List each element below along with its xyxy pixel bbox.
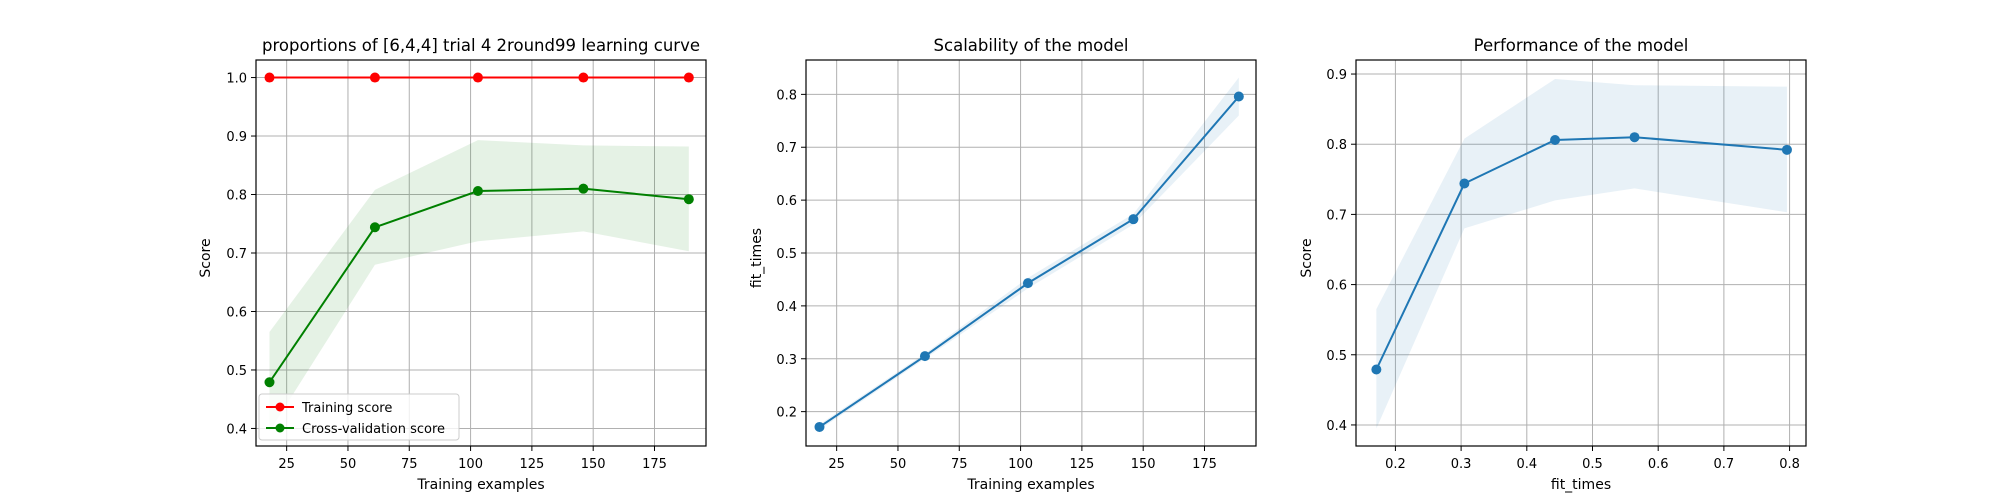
confidence-band bbox=[819, 77, 1239, 430]
series-line bbox=[818, 95, 1240, 428]
x-tick-label: 100 bbox=[458, 457, 483, 472]
data-point bbox=[919, 351, 930, 362]
x-tick-label: 0.7 bbox=[1714, 457, 1735, 472]
x-tick-label: 25 bbox=[828, 457, 845, 472]
y-tick-label: 0.5 bbox=[226, 364, 247, 379]
y-tick-label: 0.5 bbox=[1326, 349, 1347, 364]
data-point bbox=[264, 377, 275, 388]
data-point bbox=[369, 222, 380, 233]
data-point bbox=[1233, 91, 1244, 102]
panel-title: Performance of the model bbox=[1474, 36, 1689, 55]
legend-frame bbox=[258, 393, 460, 441]
y-tick-label: 1.0 bbox=[226, 72, 247, 87]
data-point bbox=[1371, 364, 1382, 375]
plot-area: 25 50 75 100 125 150 175 0.2 0.3 0.4 0.5 0.6 0.7 0.8 bbox=[776, 59, 1257, 472]
y-tick-label: 0.8 bbox=[1326, 138, 1347, 153]
learning-curve-panel: 25 50 75 100 125 150 1750.40.50.60.70.80.91.0 … bbox=[198, 36, 707, 493]
y-tick-label: 0.7 bbox=[1326, 208, 1347, 223]
y-tick-label: 0.8 bbox=[226, 189, 247, 204]
data-point bbox=[683, 194, 694, 205]
y-tick-label: 0.9 bbox=[1326, 68, 1347, 83]
x-tick-label: 100 bbox=[1008, 457, 1033, 472]
scalability-panel: 25 50 75 100 125 150 1750.20.30.40.50.60.70.8 … bbox=[749, 36, 1257, 493]
plot-area: 25 50 75 100 125 150 175 0.4 0.5 0.6 0.7 0.8 0.9 1.0 bbox=[226, 59, 707, 472]
legend-marker-training bbox=[275, 402, 285, 412]
y-tick-label: 0.4 bbox=[776, 300, 797, 315]
x-tick-label: 25 bbox=[278, 457, 295, 472]
data-point bbox=[1128, 214, 1139, 225]
x-tick-label: 0.5 bbox=[1582, 457, 1603, 472]
y-tick-label: 0.7 bbox=[776, 141, 797, 156]
x-axis-label: fit_times bbox=[1551, 477, 1611, 493]
y-axis-label: Score bbox=[1299, 238, 1315, 277]
x-tick-label: 50 bbox=[340, 457, 357, 472]
y-tick-label: 0.6 bbox=[1326, 279, 1347, 294]
x-tick-label: 75 bbox=[401, 457, 418, 472]
x-tick-label: 175 bbox=[642, 457, 667, 472]
y-tick-label: 0.6 bbox=[226, 305, 247, 320]
x-tick-label: 150 bbox=[1131, 457, 1156, 472]
data-point bbox=[1022, 278, 1033, 289]
x-tick-label: 0.6 bbox=[1648, 457, 1669, 472]
x-tick-label: 175 bbox=[1192, 457, 1217, 472]
x-tick-label: 150 bbox=[581, 457, 606, 472]
legend-label-cv: Cross-validation score bbox=[302, 422, 445, 437]
data-point bbox=[472, 72, 483, 83]
y-tick-label: 0.2 bbox=[776, 406, 797, 421]
x-tick-label: 50 bbox=[890, 457, 907, 472]
data-point bbox=[369, 72, 380, 83]
plot-area: 0.2 0.3 0.4 0.5 0.6 0.7 0.8 0.4 0.5 0.6 0.7 0.8 0.9 bbox=[1326, 59, 1807, 472]
panel-title: proportions of [6,4,4] trial 4 2round99 … bbox=[262, 36, 700, 55]
y-tick-label: 0.9 bbox=[226, 130, 247, 145]
x-axis-label: Training examples bbox=[416, 477, 544, 493]
y-tick-label: 0.6 bbox=[776, 194, 797, 209]
y-axis-label: fit_times bbox=[749, 228, 765, 288]
legend: Training score Cross-validation score bbox=[258, 393, 460, 441]
y-tick-label: 0.4 bbox=[1326, 419, 1347, 434]
data-point bbox=[578, 72, 589, 83]
y-tick-label: 0.7 bbox=[226, 247, 247, 262]
x-tick-label: 0.2 bbox=[1385, 457, 1406, 472]
y-tick-label: 0.5 bbox=[776, 247, 797, 262]
data-point bbox=[1629, 132, 1640, 143]
confidence-band bbox=[1376, 78, 1787, 429]
x-tick-label: 125 bbox=[519, 457, 544, 472]
x-tick-label: 0.3 bbox=[1451, 457, 1472, 472]
y-axis-label: Score bbox=[198, 238, 214, 277]
y-tick-label: 0.8 bbox=[776, 88, 797, 103]
data-point bbox=[578, 183, 589, 194]
axes-frame bbox=[1355, 59, 1807, 447]
x-tick-label: 125 bbox=[1069, 457, 1094, 472]
legend-label-training: Training score bbox=[301, 401, 392, 416]
performance-panel: 0.2 0.3 0.4 0.5 0.6 0.7 0.80.40.50.60.70.80.9 … bbox=[1299, 36, 1807, 493]
data-point bbox=[683, 72, 694, 83]
panel-title: Scalability of the model bbox=[934, 36, 1129, 55]
data-point bbox=[264, 72, 275, 83]
data-point bbox=[1550, 135, 1561, 146]
x-tick-label: 75 bbox=[951, 457, 968, 472]
x-tick-label: 0.4 bbox=[1516, 457, 1537, 472]
y-tick-label: 0.3 bbox=[776, 353, 797, 368]
data-point bbox=[814, 421, 825, 432]
confidence-band bbox=[269, 140, 689, 432]
y-tick-label: 0.4 bbox=[226, 422, 247, 437]
data-point bbox=[472, 186, 483, 197]
x-tick-label: 0.8 bbox=[1779, 457, 1800, 472]
data-point bbox=[1781, 144, 1792, 155]
data-point bbox=[1459, 178, 1470, 189]
x-axis-label: Training examples bbox=[966, 477, 1094, 493]
legend-marker-cv bbox=[275, 423, 285, 433]
